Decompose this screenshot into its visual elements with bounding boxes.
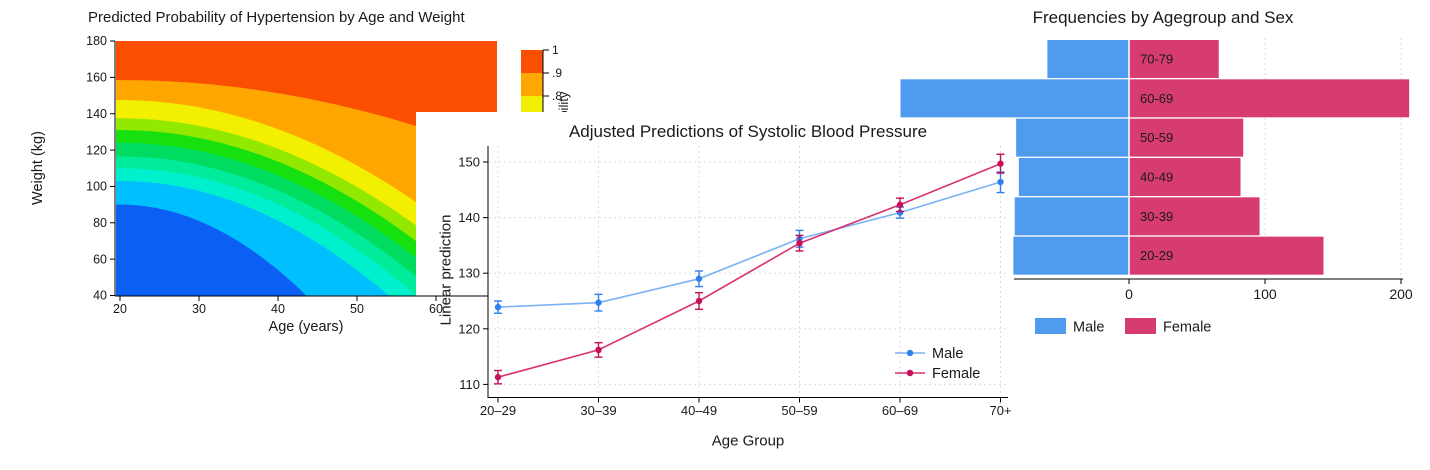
pyramid-bar-male: [1047, 40, 1129, 78]
contour-legend-tick-label: 1: [552, 43, 559, 57]
data-point-female: [695, 297, 703, 305]
pyramid-legend-swatch-female: [1125, 318, 1156, 334]
pyramid-x-tick-label: 100: [1253, 286, 1277, 302]
pyramid-zero-line: [1128, 40, 1130, 276]
pyramid-chart-panel: 70-79 60-69 50-59 40-49 30-39 20-29 0 100 200 Mal…: [895, 0, 1430, 346]
contour-chart-title: Predicted Probability of Hypertension by…: [88, 9, 465, 26]
pyramid-bar-female: [1129, 40, 1219, 78]
line-x-axis-label: Age Group: [711, 432, 785, 450]
line-x-tick-label: 40–49: [681, 403, 717, 418]
line-x-tick-label: 60–69: [882, 403, 918, 418]
line-y-tick-label: 120: [458, 321, 480, 336]
contour-legend-tick-label: .8: [552, 89, 562, 103]
pyramid-agegroup-label: 20-29: [1140, 248, 1173, 263]
pyramid-legend: Male Female: [1035, 318, 1211, 336]
contour-x-tick-label: 50: [350, 302, 364, 316]
data-point-female: [997, 160, 1004, 167]
pyramid-agegroup-label: 30-39: [1140, 209, 1173, 224]
pyramid-agegroup-label: 60-69: [1140, 91, 1173, 106]
data-point-female: [595, 346, 602, 354]
data-point-female: [494, 373, 502, 381]
contour-x-tick-label: 20: [113, 302, 127, 316]
legend-marker-sample: [906, 369, 914, 377]
pyramid-bar-female: [1129, 118, 1244, 157]
contour-y-tick-label: 60: [93, 252, 107, 266]
contour-y-tick-label: 80: [93, 216, 107, 230]
contour-y-tick-label: 100: [86, 180, 107, 194]
line-x-tick-label: 30–39: [580, 403, 616, 418]
line-x-tick-label: 50–59: [781, 403, 817, 418]
contour-y-tick-label: 40: [93, 289, 107, 303]
legend-marker-sample: [906, 349, 914, 357]
pyramid-bar-female: [1129, 79, 1410, 118]
pyramid-bar-male: [1013, 236, 1129, 275]
pyramid-agegroup-label: 50-59: [1140, 130, 1173, 145]
data-point-male: [695, 275, 703, 282]
pyramid-bar-male: [1016, 118, 1129, 157]
legend-label-female: Female: [932, 366, 980, 382]
data-point-male: [997, 178, 1004, 186]
contour-legend-swatch: [521, 73, 543, 96]
line-y-tick-label: 110: [459, 377, 480, 392]
pyramid-x-tick-label: 200: [1389, 286, 1413, 302]
pyramid-bar-female: [1129, 157, 1241, 196]
contour-y-tick-label: 120: [86, 143, 107, 157]
pyramid-bar-male: [1018, 157, 1129, 196]
contour-x-tick-label: 30: [192, 302, 206, 316]
series-line-male: [497, 181, 1001, 308]
legend-label-male: Male: [932, 346, 963, 362]
pyramid-legend-swatch-male: [1035, 318, 1066, 334]
contour-plot-canvas: 18016014012010080604020304050601.9.8Prob…: [86, 34, 571, 316]
line-plot-canvas: 110 120 130 140 150 20–29 30–39 40–49 50–59 60–69…: [416, 112, 1040, 418]
pyramid-bar-male: [900, 79, 1129, 118]
contour-legend-tick-label: .9: [552, 66, 562, 80]
pyramid-agegroup-label: 70-79: [1140, 52, 1173, 67]
data-point-male: [494, 303, 502, 311]
series-line-female: [497, 162, 1001, 378]
line-chart-panel: 110 120 130 140 150 20–29 30–39 40–49 50–59 60–69…: [416, 112, 1040, 470]
contour-y-axis-label: Weight (kg): [30, 131, 46, 205]
pyramid-legend-label-male: Male: [1073, 320, 1104, 336]
line-y-tick-label: 130: [458, 266, 480, 281]
pyramid-bar-female: [1129, 197, 1260, 236]
line-chart-title: Adjusted Predictions of Systolic Blood P…: [568, 122, 928, 141]
contour-y-tick-label: 180: [86, 34, 107, 48]
line-y-axis-label: Linear prediction: [437, 214, 455, 326]
data-point-male: [595, 299, 602, 306]
contour-x-axis-label: Age (years): [268, 319, 344, 335]
pyramid-plot-canvas: 70-79 60-69 50-59 40-49 30-39 20-29 0 100 200 Mal…: [900, 38, 1413, 336]
contour-band-stack: [116, 41, 497, 296]
line-x-tick-label: 20–29: [480, 403, 516, 418]
pyramid-x-tick-label: 0: [1125, 286, 1133, 302]
data-point-female: [896, 201, 904, 209]
pyramid-bar-male: [1014, 197, 1129, 236]
contour-legend-swatch: [521, 50, 543, 73]
line-x-tick-label: 70+: [989, 403, 1011, 418]
contour-chart-panel: 18016014012010080604020304050601.9.8Prob…: [0, 0, 600, 336]
line-y-tick-label: 140: [458, 210, 480, 225]
contour-y-tick-label: 160: [86, 71, 107, 85]
pyramid-agegroup-label: 40-49: [1140, 169, 1173, 184]
contour-x-tick-label: 60: [429, 302, 443, 316]
pyramid-bar-female: [1129, 236, 1324, 275]
pyramid-chart-title: Frequencies by Agegroup and Sex: [1032, 8, 1294, 27]
data-point-female: [796, 239, 803, 247]
pyramid-legend-label-female: Female: [1163, 320, 1211, 336]
contour-x-tick-label: 40: [271, 302, 285, 316]
contour-y-tick-label: 140: [86, 107, 107, 121]
line-y-tick-label: 150: [458, 155, 480, 170]
